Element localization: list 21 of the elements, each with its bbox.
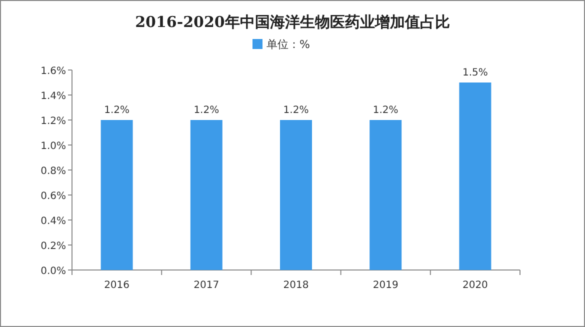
data-label: 1.2% bbox=[283, 105, 309, 116]
y-tick-label: 1.2% bbox=[40, 116, 66, 127]
chart-title: 2016-2020年中国海洋生物医药业增加值占比 bbox=[135, 13, 450, 31]
data-label: 1.5% bbox=[462, 68, 488, 78]
y-tick-label: 0.8% bbox=[40, 166, 66, 177]
x-tick-label: 2017 bbox=[194, 280, 220, 291]
legend-label: 单位：% bbox=[266, 38, 310, 51]
data-label: 1.2% bbox=[104, 105, 130, 116]
y-tick-label: 0.6% bbox=[40, 191, 66, 202]
x-tick-label: 2016 bbox=[104, 280, 130, 291]
y-tick-label: 0.4% bbox=[40, 216, 66, 227]
x-tick-label: 2019 bbox=[372, 280, 398, 291]
y-tick-label: 0.2% bbox=[40, 241, 66, 252]
y-tick-label: 1.6% bbox=[40, 66, 66, 77]
y-tick-label: 1.0% bbox=[40, 141, 66, 152]
x-tick-label: 2018 bbox=[283, 280, 309, 291]
data-label: 1.2% bbox=[194, 105, 220, 116]
data-label: 1.2% bbox=[372, 105, 398, 116]
x-tick-label: 2020 bbox=[462, 280, 488, 291]
y-tick-label: 1.4% bbox=[40, 91, 66, 102]
y-tick-label: 0.0% bbox=[40, 266, 66, 277]
